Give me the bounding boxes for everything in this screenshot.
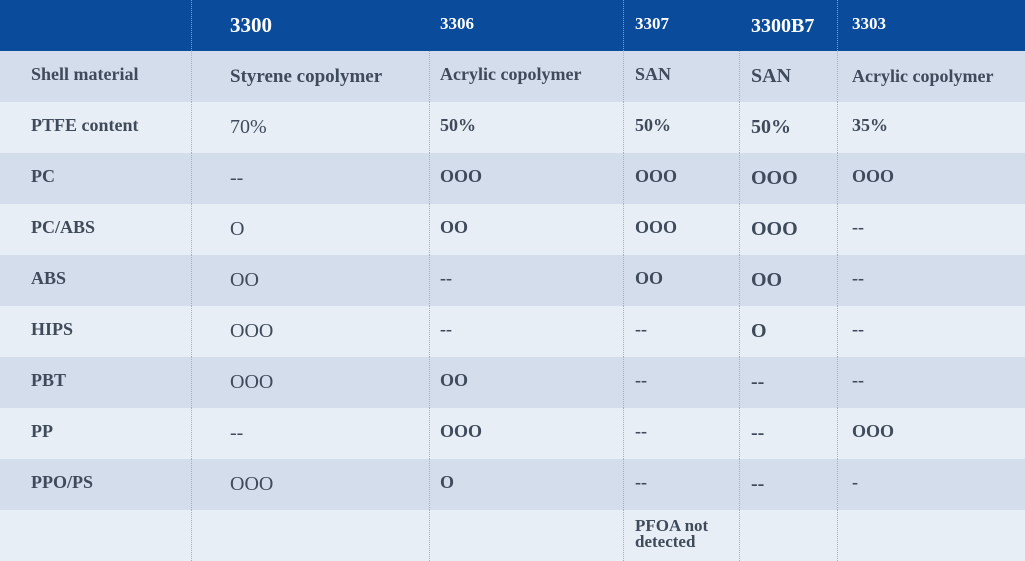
table-cell: -- [624, 357, 740, 408]
table-header-row: 3300 3306 3307 3300B7 3303 [0, 0, 1025, 51]
row-label: PC [0, 153, 192, 204]
table-cell: 50% [624, 102, 740, 153]
row-label: PTFE content [0, 102, 192, 153]
table-cell [838, 510, 1025, 561]
table-cell: OOO [192, 357, 430, 408]
header-cell-3300: 3300 [230, 13, 272, 37]
footnote-pfoa: PFOA not detected [624, 510, 740, 561]
table-cell: 50% [740, 102, 838, 153]
header-cell-3307: 3307 [635, 14, 669, 33]
table-cell: -- [624, 408, 740, 459]
table-cell: -- [852, 319, 864, 339]
header-cell-3303: 3303 [852, 14, 886, 33]
table-cell [192, 510, 430, 561]
table-cell: 35% [852, 115, 888, 135]
table-cell: OOO [430, 153, 624, 204]
table-cell: OOO [624, 204, 740, 255]
table-cell: SAN [740, 51, 838, 102]
table-cell: OO [740, 255, 838, 306]
table-cell: SAN [624, 51, 740, 102]
table-cell: Acrylic copolymer [430, 51, 624, 102]
table-cell: -- [430, 306, 624, 357]
row-label: PPO/PS [0, 459, 192, 510]
table-row: PC/ABS O OO OOO OOO -- [0, 204, 1025, 255]
row-label: PP [0, 408, 192, 459]
table-cell: -- [430, 255, 624, 306]
table-row: PFOA not detected [0, 510, 1025, 561]
table-cell: OOO [430, 408, 624, 459]
table-cell: OOO [740, 153, 838, 204]
table-cell: -- [192, 153, 430, 204]
table-cell: Styrene copolymer [192, 51, 430, 102]
table-row: PP -- OOO -- -- OOO [0, 408, 1025, 459]
table-cell: OO [430, 204, 624, 255]
table-cell: - [852, 472, 858, 492]
table-cell: OOO [852, 421, 895, 441]
row-label: HIPS [0, 306, 192, 357]
header-cell-3300b7: 3300B7 [740, 0, 838, 51]
table-cell [430, 510, 624, 561]
table-row: Shell material Styrene copolymer Acrylic… [0, 51, 1025, 102]
row-label: Shell material [0, 51, 192, 102]
table-cell: OOO [192, 306, 430, 357]
table-cell: -- [852, 217, 864, 237]
table-cell: 50% [430, 102, 624, 153]
table-cell: -- [192, 408, 430, 459]
table-row: PPO/PS OOO O -- -- - [0, 459, 1025, 510]
table-cell: OOO [852, 166, 895, 186]
table-row: PTFE content 70% 50% 50% 50% 35% [0, 102, 1025, 153]
table-cell: -- [624, 306, 740, 357]
table-cell: OO [430, 357, 624, 408]
table-cell: -- [624, 459, 740, 510]
table-cell: OOO [624, 153, 740, 204]
table-cell: O [740, 306, 838, 357]
row-label: ABS [0, 255, 192, 306]
table-row: PBT OOO OO -- -- -- [0, 357, 1025, 408]
table-cell: OOO [740, 204, 838, 255]
table-cell: -- [740, 357, 838, 408]
table-cell: Acrylic copolymer [852, 66, 994, 86]
table-cell: OOO [192, 459, 430, 510]
header-cell-empty [0, 0, 192, 51]
table-cell: 70% [192, 102, 430, 153]
table-row: ABS OO -- OO OO -- [0, 255, 1025, 306]
table-cell: -- [740, 408, 838, 459]
table-cell: O [430, 459, 624, 510]
table-row: HIPS OOO -- -- O -- [0, 306, 1025, 357]
table-row: PC -- OOO OOO OOO OOO [0, 153, 1025, 204]
table-cell: OO [624, 255, 740, 306]
row-label: PC/ABS [0, 204, 192, 255]
table-cell [740, 510, 838, 561]
table-cell: OO [192, 255, 430, 306]
table-cell: -- [852, 370, 864, 390]
table-cell: -- [740, 459, 838, 510]
header-cell-3306: 3306 [430, 0, 624, 51]
row-label: PBT [0, 357, 192, 408]
table-cell: O [192, 204, 430, 255]
table-cell: -- [852, 268, 864, 288]
row-label [0, 510, 192, 561]
